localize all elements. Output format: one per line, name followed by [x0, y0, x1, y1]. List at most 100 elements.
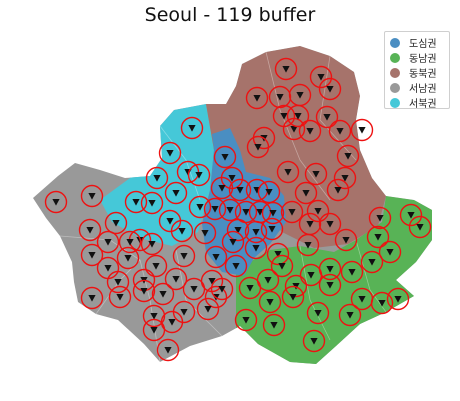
station-triangle-icon: [288, 209, 296, 216]
buffer-circle: [368, 206, 392, 230]
station-triangle-icon: [208, 278, 216, 285]
buffer-circle: [338, 303, 362, 327]
buffer-circle: [306, 301, 330, 325]
buffer-circle: [274, 57, 298, 81]
station-triangle-icon: [204, 306, 212, 313]
station-triangle-icon: [88, 193, 96, 200]
buffer-circle: [188, 195, 212, 219]
district-boundaries: [59, 51, 387, 363]
legend-label: 동북권: [409, 69, 437, 80]
station-triangle-icon: [368, 259, 376, 266]
fire-station-marker: [170, 219, 194, 243]
buffer-circle: [244, 236, 268, 260]
buffer-circle: [350, 118, 374, 142]
station-triangle-icon: [341, 175, 349, 182]
station-triangle-icon: [126, 239, 134, 246]
legend-item: 서남권: [390, 80, 449, 95]
buffer-circle: [280, 200, 304, 224]
station-triangle-icon: [348, 269, 356, 276]
buffer-circle: [304, 162, 328, 186]
station-triangle-icon: [268, 226, 276, 233]
station-triangle-icon: [346, 312, 354, 319]
station-triangle-icon: [290, 126, 298, 133]
station-triangle-icon: [226, 207, 234, 214]
station-triangle-icon: [52, 199, 60, 206]
station-triangle-icon: [289, 294, 297, 301]
buffer-circle: [140, 232, 164, 256]
legend-item: 서북권: [390, 95, 449, 110]
station-triangle-icon: [252, 229, 260, 236]
fire-station-marker: [80, 184, 104, 208]
buffer-circle: [108, 285, 132, 309]
fire-station-marker: [104, 211, 128, 235]
station-triangle-icon: [302, 190, 310, 197]
station-triangle-icon: [211, 206, 219, 213]
buffer-circle: [256, 268, 280, 292]
station-triangle-icon: [336, 128, 344, 135]
fire-station-marker: [368, 206, 392, 230]
buffer-circle: [118, 230, 142, 254]
station-triangle-icon: [236, 187, 244, 194]
fire-station-marker: [244, 220, 268, 244]
buffer-circle: [272, 104, 296, 128]
buffer-circle: [328, 119, 352, 143]
station-triangle-icon: [256, 209, 264, 216]
buffer-circle: [257, 180, 281, 204]
station-triangle-icon: [166, 150, 174, 157]
station-triangle-icon: [114, 279, 122, 286]
station-triangle-icon: [140, 288, 148, 295]
fire-station-marker: [180, 116, 204, 140]
station-triangle-icon: [195, 172, 203, 179]
legend-label: 동남권: [409, 54, 437, 65]
buffer-circle: [386, 287, 410, 311]
buffer-circle: [302, 329, 326, 353]
legend-swatch: [390, 97, 400, 108]
buffer-circle: [221, 230, 245, 254]
fire-station-marker: [156, 338, 180, 362]
fire-station-marker: [399, 203, 423, 227]
station-triangle-icon: [116, 294, 124, 301]
fire-station-marker: [333, 166, 357, 190]
buffer-circle: [258, 290, 282, 314]
fire-station-marker: [336, 144, 360, 168]
buffer-circle: [145, 166, 169, 190]
station-triangle-icon: [168, 319, 176, 326]
buffer-circle: [340, 260, 364, 284]
buffer-circle: [204, 285, 228, 309]
buffer-circle: [172, 300, 196, 324]
station-triangle-icon: [306, 128, 314, 135]
station-triangle-icon: [394, 296, 402, 303]
station-triangle-icon: [252, 245, 260, 252]
buffer-circle: [260, 217, 284, 241]
buffer-circle: [164, 267, 188, 291]
station-triangle-icon: [153, 175, 161, 182]
station-triangle-icon: [188, 125, 196, 132]
fire-station-marker: [257, 180, 281, 204]
buffer-circle: [298, 119, 322, 143]
station-triangle-icon: [88, 252, 96, 259]
fire-station-marker: [268, 85, 292, 109]
buffer-circle: [142, 304, 166, 328]
station-triangle-icon: [201, 230, 209, 237]
station-triangle-icon: [112, 220, 120, 227]
buffer-circle: [104, 211, 128, 235]
buffer-circle: [132, 279, 156, 303]
buffer-circle: [261, 201, 285, 225]
fire-station-marker: [258, 290, 282, 314]
station-triangle-icon: [274, 251, 282, 258]
fire-station-marker: [309, 65, 333, 89]
station-triangle-icon: [229, 239, 237, 246]
buffer-circle: [318, 212, 342, 236]
buffer-circle: [408, 215, 432, 239]
station-triangle-icon: [407, 212, 415, 219]
buffer-circle: [281, 285, 305, 309]
fire-station-marker: [224, 254, 248, 278]
fire-station-marker: [210, 176, 234, 200]
station-triangle-icon: [326, 86, 334, 93]
buffer-circle: [80, 286, 104, 310]
fire-station-marker: [140, 191, 164, 215]
fire-station-marker: [280, 200, 304, 224]
station-triangle-icon: [326, 282, 334, 289]
fire-station-buffers: [44, 57, 432, 362]
buffer-circle: [268, 85, 292, 109]
